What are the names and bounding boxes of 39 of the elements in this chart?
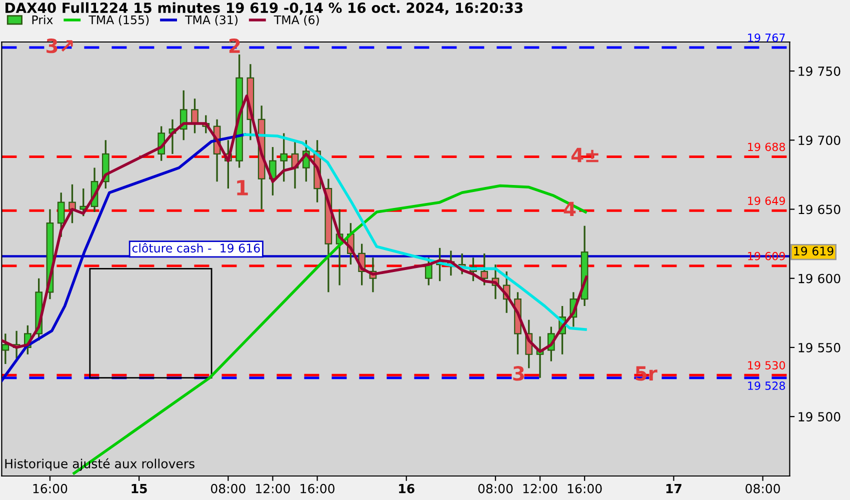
ref-line-label: 19 528 [748,382,785,390]
legend-label: TMA (31) [185,15,238,26]
x-tick-label: 08:00 [210,484,246,494]
candlestick [280,132,288,182]
ref-line-label: 19 530 [748,361,786,370]
x-tick-label: 17 [666,484,682,494]
x-tick-label: 12:00 [256,484,290,494]
text: 19 619 [794,246,834,256]
x-tick-label: 15 [132,484,147,494]
ref-line-label: clôture cash - 19 616 [132,242,260,253]
y-tick-label: 19 550 [798,342,840,352]
x-tick-label: 12:00 [523,484,558,494]
candlestick [480,252,488,286]
x-tick-label: 08:00 [478,484,513,494]
ref-line-label: 19 649 [748,196,785,206]
legend-label: TMA (6) [274,15,319,26]
annotation: 1 [237,180,248,196]
y-tick-label: 19 500 [798,412,840,422]
x-tick-label: 16:00 [300,484,334,494]
y-tick-label: 19 600 [798,274,840,284]
annotation: 3 [513,366,524,381]
candlestick [57,192,65,238]
candlestick [424,256,432,286]
chart-title: DAX40 Full1224 15 minutes 19 619 -0,14 % 16 oct. 2024, 16:20:33 [6,2,522,15]
ref-line-label: 19 767 [748,34,785,42]
legend-label: TMA (155) [88,15,149,26]
x-tick-label: 16:00 [33,484,68,494]
ref-line-label: 19 688 [748,142,785,152]
annotation: 3↗ [46,38,73,54]
legend-label: Prix [32,15,53,24]
x-tick-label: 16 [399,484,414,494]
x-tick-label: 08:00 [746,484,780,494]
y-tick-label: 19 700 [798,136,840,146]
candlestick [191,98,198,134]
candlestick [2,332,10,365]
y-tick-label: 19 750 [798,66,840,76]
annotation: 4± [571,148,598,162]
y-tick-label: 19 650 [798,204,840,214]
x-tick-label: 16:00 [568,484,602,494]
